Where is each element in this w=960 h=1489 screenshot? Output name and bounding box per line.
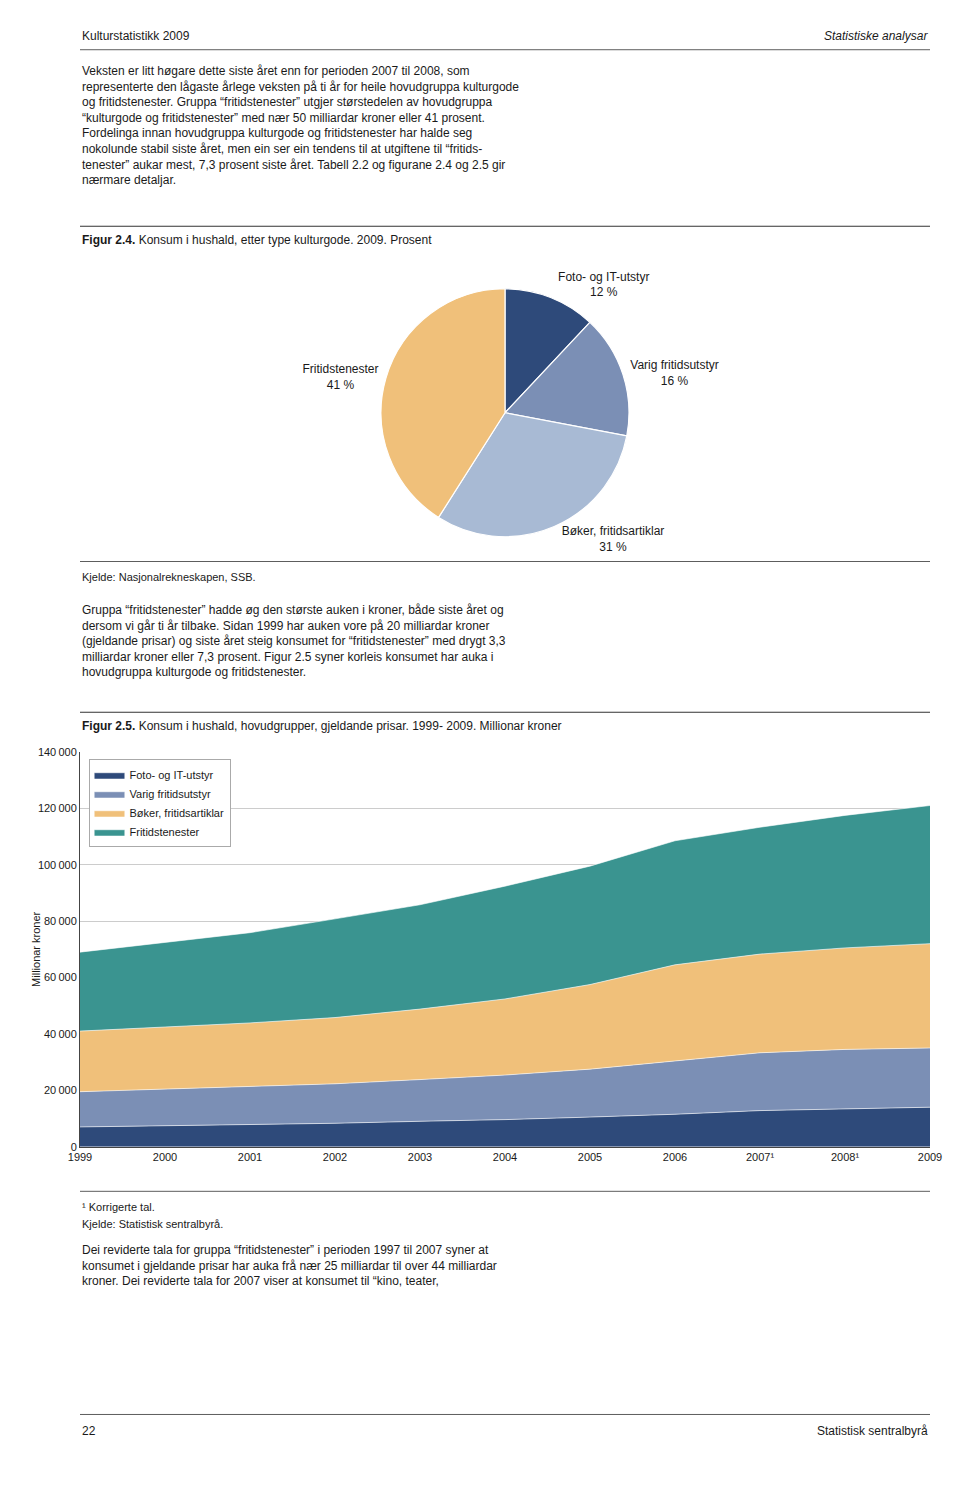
svg-text:Kulturstatistikk 2009: Kulturstatistikk 2009 [82, 29, 190, 43]
svg-text:Varig fritidsutstyr: Varig fritidsutstyr [130, 788, 211, 800]
svg-text:Kjelde: Statistisk sentralbyrå: Kjelde: Statistisk sentralbyrå. [82, 1218, 223, 1230]
svg-text:Statistiske analysar: Statistiske analysar [824, 29, 928, 43]
svg-text:Varig fritidsutstyr16 %: Varig fritidsutstyr16 % [630, 358, 718, 388]
svg-text:¹ Korrigerte tal.: ¹ Korrigerte tal. [82, 1201, 155, 1213]
svg-text:Gruppa “fritidstenester” hadde: Gruppa “fritidstenester” hadde øg den st… [82, 603, 506, 679]
svg-text:Kjelde: Nasjonalrekneskapen, S: Kjelde: Nasjonalrekneskapen, SSB. [82, 571, 256, 583]
svg-text:Foto- og IT-utstyr: Foto- og IT-utstyr [130, 769, 214, 781]
svg-text:2006: 2006 [663, 1151, 687, 1163]
svg-text:60 000: 60 000 [44, 971, 77, 983]
svg-text:Statistisk sentralbyrå: Statistisk sentralbyrå [817, 1424, 928, 1438]
svg-text:1999: 1999 [68, 1151, 92, 1163]
svg-text:Bøker, fritidsartiklar31 %: Bøker, fritidsartiklar31 % [562, 524, 665, 554]
svg-text:2007¹: 2007¹ [746, 1151, 774, 1163]
svg-text:80 000: 80 000 [44, 915, 77, 927]
svg-text:2009: 2009 [918, 1151, 942, 1163]
svg-text:Fritidstenester41 %: Fritidstenester41 % [303, 362, 379, 392]
svg-text:100 000: 100 000 [38, 859, 77, 871]
svg-text:22: 22 [82, 1424, 96, 1438]
svg-text:40 000: 40 000 [44, 1028, 77, 1040]
svg-text:Foto- og IT-utstyr12 %: Foto- og IT-utstyr12 % [558, 270, 649, 300]
svg-text:120 000: 120 000 [38, 802, 77, 814]
svg-text:2005: 2005 [578, 1151, 602, 1163]
svg-text:20 000: 20 000 [44, 1084, 77, 1096]
svg-text:2008¹: 2008¹ [831, 1151, 859, 1163]
svg-text:Figur 2.5. Konsum i hushald, h: Figur 2.5. Konsum i hushald, hovudgruppe… [82, 719, 562, 733]
svg-text:2001: 2001 [238, 1151, 262, 1163]
svg-text:140 000: 140 000 [38, 746, 77, 758]
svg-text:Millionar kroner: Millionar kroner [30, 911, 42, 987]
svg-text:Veksten er litt høgare dette s: Veksten er litt høgare dette siste året … [82, 64, 519, 187]
svg-text:2000: 2000 [153, 1151, 177, 1163]
svg-text:Fritidstenester: Fritidstenester [130, 826, 200, 838]
svg-text:2004: 2004 [493, 1151, 517, 1163]
svg-text:Bøker, fritidsartiklar: Bøker, fritidsartiklar [130, 807, 224, 819]
svg-text:Figur 2.4. Konsum i hushald, e: Figur 2.4. Konsum i hushald, etter type … [82, 233, 432, 247]
svg-text:0: 0 [71, 1141, 77, 1153]
svg-text:2002: 2002 [323, 1151, 347, 1163]
svg-text:2003: 2003 [408, 1151, 432, 1163]
svg-text:Dei reviderte tala for gruppa: Dei reviderte tala for gruppa “fritidste… [82, 1243, 497, 1288]
